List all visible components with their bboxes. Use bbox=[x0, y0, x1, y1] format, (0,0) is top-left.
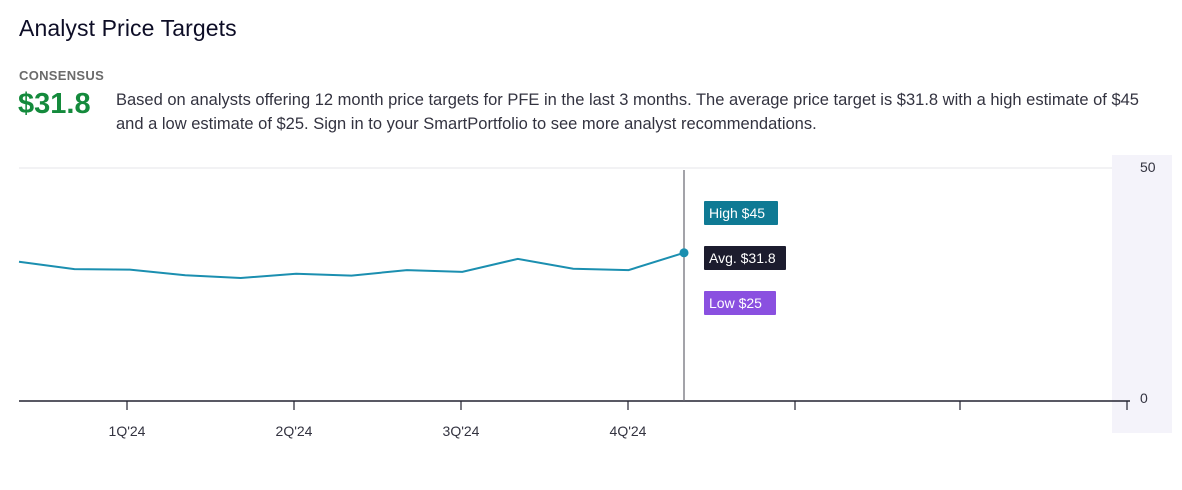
consensus-value: $31.8 bbox=[18, 88, 91, 120]
consensus-description: Based on analysts offering 12 month pric… bbox=[116, 91, 1139, 133]
y-tick-label: 50 bbox=[1140, 159, 1156, 175]
high-target-badge: High $45 bbox=[704, 201, 778, 225]
low-target-badge: Low $25 bbox=[704, 291, 776, 315]
y-axis-panel bbox=[1112, 155, 1172, 433]
average-target-badge: Avg. $31.8 bbox=[704, 246, 786, 270]
x-tick-label: 1Q'24 bbox=[109, 423, 146, 439]
average-target-label: Avg. $31.8 bbox=[709, 250, 776, 266]
average-target-endpoint[interactable] bbox=[679, 248, 689, 258]
low-target-label: Low $25 bbox=[709, 295, 762, 311]
x-tick-label: 2Q'24 bbox=[276, 423, 313, 439]
consensus-label: CONSENSUS bbox=[19, 68, 105, 83]
page-title: Analyst Price Targets bbox=[19, 15, 237, 41]
average-target-line bbox=[18, 251, 685, 280]
x-tick-label: 3Q'24 bbox=[443, 423, 480, 439]
x-tick-label: 4Q'24 bbox=[610, 423, 647, 439]
y-tick-label: 0 bbox=[1140, 390, 1148, 406]
high-target-label: High $45 bbox=[709, 205, 765, 221]
